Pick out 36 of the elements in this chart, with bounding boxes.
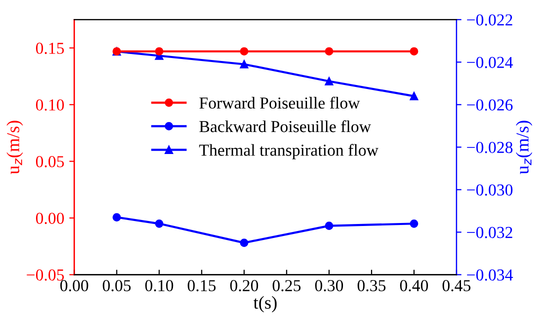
y2-tick-label: −0.032 xyxy=(467,226,512,238)
x-tick-label: 0.05 xyxy=(102,280,131,292)
y2-tick-label: −0.022 xyxy=(467,14,512,26)
y-axis-title: u$_{z}$(m/s) xyxy=(6,120,23,174)
y2-tick-label: −0.028 xyxy=(467,142,512,154)
y2-tick-label: −0.024 xyxy=(467,56,513,68)
y-tick-label: 0.00 xyxy=(36,212,64,224)
y-tick-label: 0.15 xyxy=(36,42,64,54)
x-axis-title: t(s) xyxy=(254,296,277,312)
y2-tick-label: −0.034 xyxy=(467,269,513,281)
x-tick-label: 0.15 xyxy=(188,280,216,292)
point xyxy=(324,222,334,230)
point xyxy=(410,220,418,228)
x-tick-label: 0.40 xyxy=(400,280,428,292)
point xyxy=(155,220,164,228)
point xyxy=(240,60,248,68)
y-tick-label: −0.05 xyxy=(26,269,64,281)
x-tick-label: 0.10 xyxy=(145,280,174,292)
x-tick-label: 0.35 xyxy=(358,280,386,292)
y-tick-label: 0.05 xyxy=(36,156,64,168)
y-tick-label: 0.10 xyxy=(36,99,64,111)
point xyxy=(112,213,121,222)
x-tick-label: 0.25 xyxy=(272,280,301,292)
y2-axis-title: u$_{z}$(m/s) xyxy=(516,120,532,174)
y2-tick-label: −0.026 xyxy=(467,99,513,111)
legend-label: Backward Poiseuille flow xyxy=(199,120,372,132)
point xyxy=(410,92,418,100)
x-tick-label: 0.00 xyxy=(60,280,88,292)
x-tick-label: 0.30 xyxy=(315,280,344,292)
legend-label: Forward Poiseuille flow xyxy=(199,96,360,109)
legend-label: Thermal transpiration flow xyxy=(199,144,378,160)
x-tick-label: 0.20 xyxy=(230,280,258,292)
y2-tick-label: −0.030 xyxy=(467,184,512,196)
x-tick-label: 0.45 xyxy=(442,280,470,292)
point xyxy=(240,238,248,247)
point xyxy=(324,77,334,86)
